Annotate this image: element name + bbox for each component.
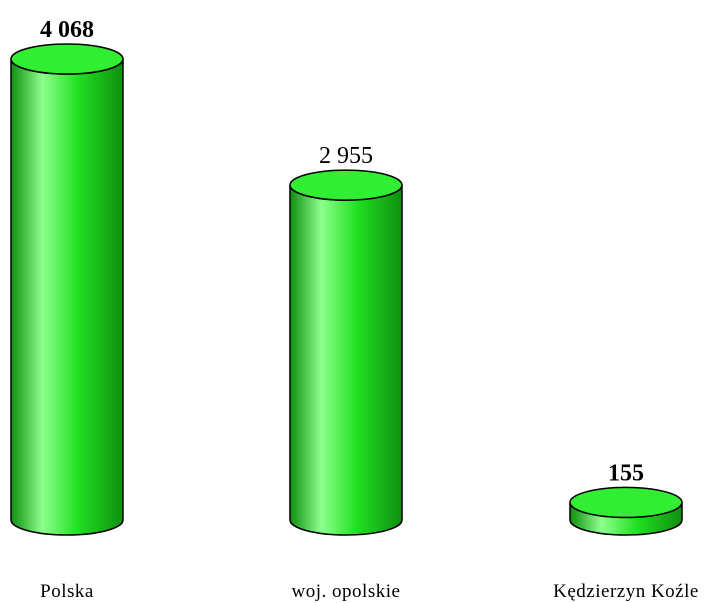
bars-group	[10, 43, 683, 536]
value-label: 2 955	[319, 143, 373, 169]
bar-top	[569, 486, 683, 519]
bar-top	[289, 169, 403, 201]
bar-top	[10, 43, 124, 75]
category-label: Polska	[40, 581, 94, 602]
category-label: woj. opolskie	[292, 581, 401, 602]
value-label: 155	[608, 460, 644, 486]
bar-body	[10, 58, 124, 536]
bar-2	[289, 169, 403, 536]
category-label: Kędzierzyn Koźle	[553, 581, 699, 602]
value-label: 4 068	[40, 17, 94, 43]
labels-group: 4 068 Polska 2 955 woj. opolskie 155 Kędzierz…	[40, 17, 699, 602]
bar-body	[289, 185, 403, 536]
bar-3	[569, 486, 683, 536]
bar-1	[10, 43, 124, 536]
